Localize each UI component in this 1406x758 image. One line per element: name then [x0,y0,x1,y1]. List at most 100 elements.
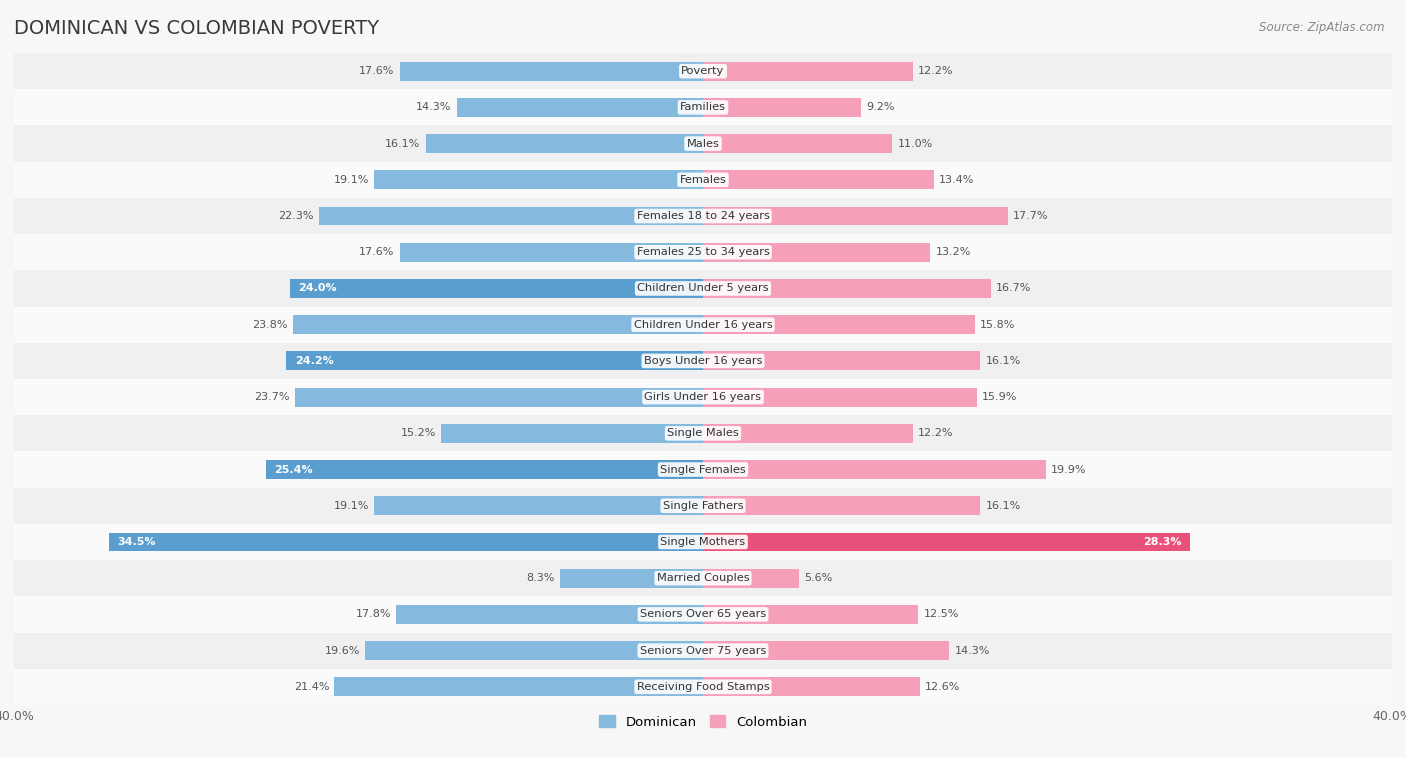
Text: Males: Males [686,139,720,149]
Bar [14,161,1392,198]
Bar [703,496,980,515]
Text: 17.8%: 17.8% [356,609,391,619]
Text: 19.6%: 19.6% [325,646,360,656]
Text: Females: Females [679,175,727,185]
Bar [703,134,893,153]
Text: 5.6%: 5.6% [804,573,832,583]
Text: 28.3%: 28.3% [1143,537,1182,547]
Bar [14,126,1392,161]
Text: Source: ZipAtlas.com: Source: ZipAtlas.com [1260,21,1385,34]
Text: 8.3%: 8.3% [526,573,555,583]
Text: Single Fathers: Single Fathers [662,501,744,511]
Legend: Dominican, Colombian: Dominican, Colombian [593,710,813,735]
Text: Females 18 to 24 years: Females 18 to 24 years [637,211,769,221]
Text: Seniors Over 65 years: Seniors Over 65 years [640,609,766,619]
Bar [14,306,1392,343]
Text: 15.8%: 15.8% [980,320,1015,330]
Bar [14,53,1392,89]
Text: 16.1%: 16.1% [385,139,420,149]
Bar [703,207,1008,225]
Bar [457,98,703,117]
Text: 16.1%: 16.1% [986,501,1021,511]
Text: DOMINICAN VS COLOMBIAN POVERTY: DOMINICAN VS COLOMBIAN POVERTY [14,19,380,38]
Bar [14,415,1392,452]
Text: Females 25 to 34 years: Females 25 to 34 years [637,247,769,257]
Bar [14,632,1392,669]
Text: 19.1%: 19.1% [333,175,368,185]
Text: 9.2%: 9.2% [866,102,896,112]
Text: 12.2%: 12.2% [918,66,953,76]
Text: 23.8%: 23.8% [253,320,288,330]
Bar [399,243,703,262]
Bar [703,279,991,298]
Bar [396,605,703,624]
Text: Single Females: Single Females [661,465,745,475]
Text: Families: Families [681,102,725,112]
Bar [287,352,703,371]
Text: Children Under 5 years: Children Under 5 years [637,283,769,293]
Bar [14,89,1392,126]
Bar [399,61,703,80]
Text: 19.1%: 19.1% [333,501,368,511]
Bar [14,669,1392,705]
Bar [14,487,1392,524]
Bar [14,597,1392,632]
Bar [703,424,912,443]
Bar [14,271,1392,306]
Bar [319,207,703,225]
Text: 25.4%: 25.4% [274,465,312,475]
Bar [14,343,1392,379]
Text: 11.0%: 11.0% [897,139,932,149]
Bar [290,279,703,298]
Bar [295,387,703,406]
Bar [441,424,703,443]
Text: 12.5%: 12.5% [924,609,959,619]
Bar [14,560,1392,597]
Text: 17.7%: 17.7% [1012,211,1049,221]
Text: 22.3%: 22.3% [278,211,314,221]
Text: Married Couples: Married Couples [657,573,749,583]
Bar [335,678,703,697]
Text: 21.4%: 21.4% [294,682,329,692]
Bar [266,460,703,479]
Text: 24.0%: 24.0% [298,283,337,293]
Bar [703,98,862,117]
Text: 15.9%: 15.9% [981,392,1018,402]
Text: Receiving Food Stamps: Receiving Food Stamps [637,682,769,692]
Text: 13.4%: 13.4% [939,175,974,185]
Text: 15.2%: 15.2% [401,428,436,438]
Bar [426,134,703,153]
Bar [703,568,800,587]
Bar [14,198,1392,234]
Text: Boys Under 16 years: Boys Under 16 years [644,356,762,366]
Bar [703,61,912,80]
Bar [703,243,931,262]
Bar [560,568,703,587]
Bar [14,524,1392,560]
Text: 23.7%: 23.7% [254,392,290,402]
Bar [14,452,1392,487]
Text: 24.2%: 24.2% [295,356,333,366]
Bar [703,171,934,190]
Bar [703,387,977,406]
Bar [374,171,703,190]
Bar [14,234,1392,271]
Bar [703,460,1046,479]
Bar [703,605,918,624]
Text: 14.3%: 14.3% [955,646,990,656]
Bar [14,379,1392,415]
Text: Girls Under 16 years: Girls Under 16 years [644,392,762,402]
Bar [703,641,949,660]
Text: 34.5%: 34.5% [117,537,156,547]
Text: Single Mothers: Single Mothers [661,537,745,547]
Bar [366,641,703,660]
Text: Poverty: Poverty [682,66,724,76]
Text: 16.7%: 16.7% [995,283,1031,293]
Text: 19.9%: 19.9% [1050,465,1087,475]
Text: 12.6%: 12.6% [925,682,960,692]
Text: 16.1%: 16.1% [986,356,1021,366]
Bar [292,315,703,334]
Text: 12.2%: 12.2% [918,428,953,438]
Bar [703,533,1191,551]
Bar [703,352,980,371]
